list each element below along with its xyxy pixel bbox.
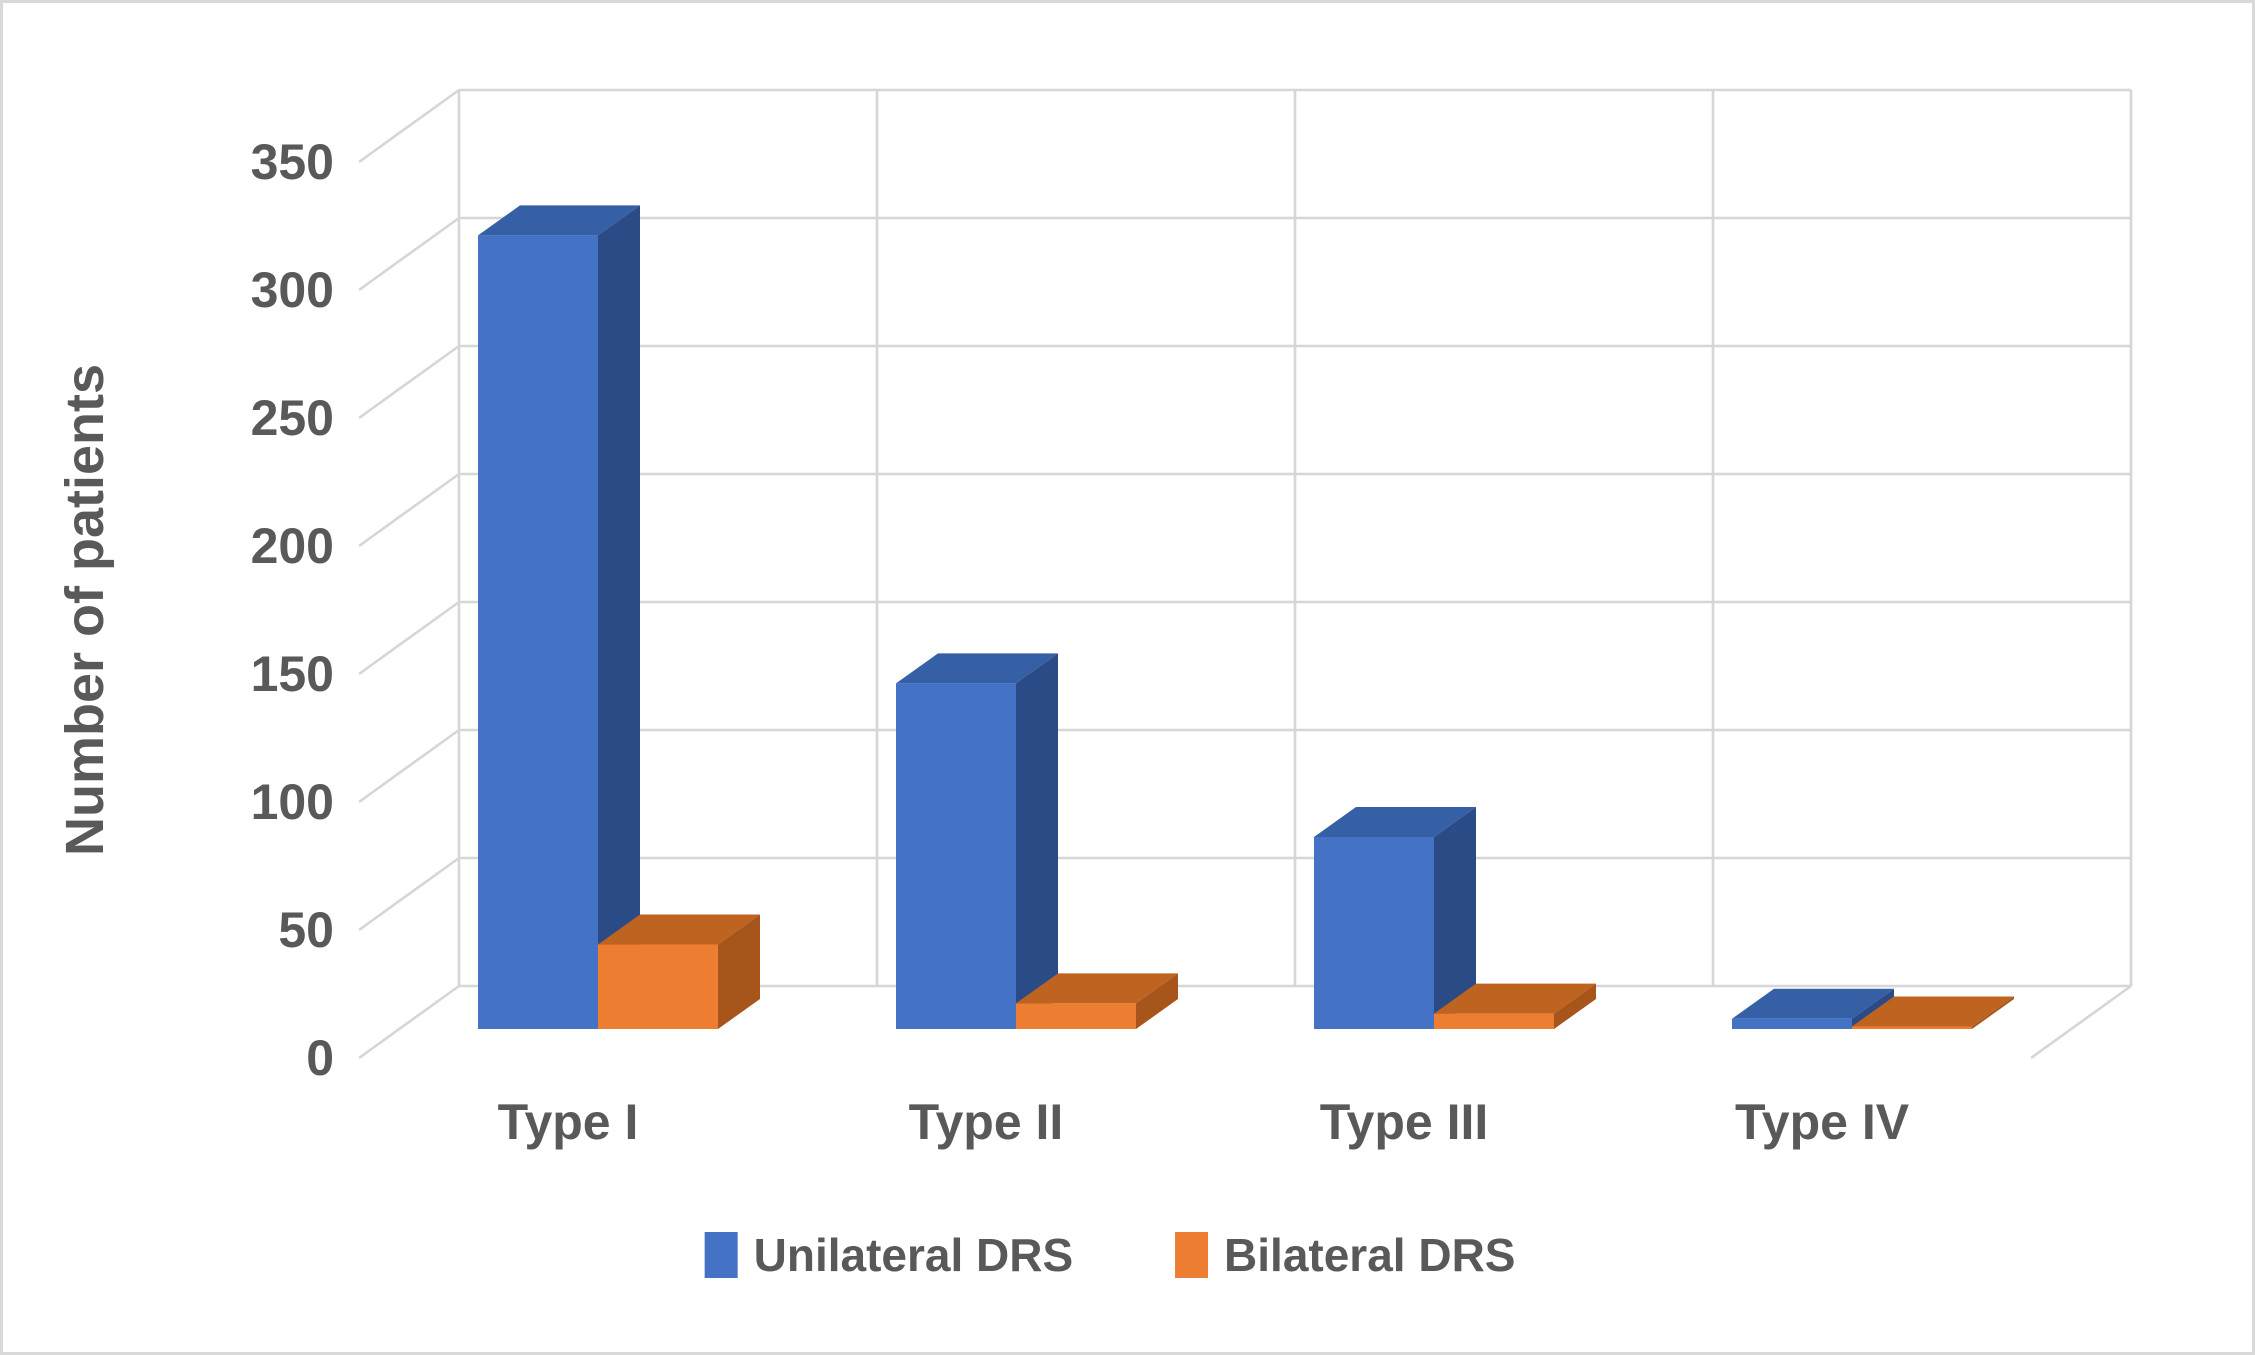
category-label-type-i: Type I <box>498 1094 639 1150</box>
sidewall-gridline <box>358 472 460 548</box>
bar-front-face <box>896 683 1016 1029</box>
y-tick-label: 350 <box>251 134 334 190</box>
bar-side-face <box>1434 807 1476 1029</box>
bar-bilateral-drs-type-iii <box>1434 983 1596 1029</box>
y-tick-label: 0 <box>306 1030 334 1086</box>
bar-side-face <box>1016 653 1058 1029</box>
category-label-type-iii: Type III <box>1320 1094 1489 1150</box>
bar-front-face <box>1434 1013 1554 1029</box>
legend-item-bilateral-drs: Bilateral DRS <box>1175 1229 1515 1281</box>
legend-item-unilateral-drs: Unilateral DRS <box>704 1229 1074 1281</box>
bar-front-face <box>1852 1026 1972 1029</box>
bar-top-face <box>1732 988 1894 1019</box>
x-axis-category-labels: Type I Type II Type III Type IV <box>498 1094 1910 1150</box>
bar-top-face <box>1314 807 1476 837</box>
sidewall-gridline <box>358 856 460 932</box>
bar-top-face <box>1434 983 1596 1014</box>
bar-front-face <box>1314 837 1434 1029</box>
bar-front-face <box>478 235 598 1029</box>
bar-side-face <box>1554 983 1596 1029</box>
sidewall-gridline <box>358 216 460 292</box>
y-tick-label: 50 <box>278 902 334 958</box>
category-label-type-iv: Type IV <box>1735 1094 1910 1150</box>
floor-right-edge <box>2030 984 2132 1060</box>
legend-swatch-unilateral-drs <box>704 1232 738 1278</box>
bar-top-face <box>896 653 1058 684</box>
y-tick-label: 150 <box>251 646 334 702</box>
bar-top-face <box>598 914 760 945</box>
bar-bilateral-drs-type-ii <box>1016 973 1178 1029</box>
legend-label-unilateral-drs: Unilateral DRS <box>754 1229 1074 1281</box>
sidewall-gridline <box>358 344 460 420</box>
bar-top-face <box>1852 996 2014 1027</box>
sidewall-gridline <box>358 984 460 1060</box>
bar-unilateral-drs-type-i <box>478 205 640 1029</box>
legend-label-bilateral-drs: Bilateral DRS <box>1224 1229 1515 1281</box>
y-tick-label: 250 <box>251 390 334 446</box>
bar-unilateral-drs-type-ii <box>896 653 1058 1029</box>
y-tick-label: 200 <box>251 518 334 574</box>
bar-side-face <box>1972 996 2014 1029</box>
bar-top-face <box>1016 973 1178 1004</box>
bars <box>478 205 2014 1029</box>
y-axis-tick-labels: 0 50 100 150 200 250 300 350 <box>251 134 334 1086</box>
y-axis-title: Number of patients <box>55 364 115 856</box>
bar-front-face <box>1016 1003 1136 1029</box>
legend: Unilateral DRS Bilateral DRS <box>704 1229 1515 1281</box>
gridlines <box>358 88 2133 1060</box>
y-tick-label: 300 <box>251 262 334 318</box>
bar-top-face <box>478 205 640 236</box>
bar-bilateral-drs-type-iv <box>1852 996 2014 1029</box>
bar-unilateral-drs-type-iii <box>1314 807 1476 1029</box>
sidewall-gridline <box>358 88 460 164</box>
bar-side-face <box>1136 973 1178 1029</box>
bar-side-face <box>598 205 640 1029</box>
category-label-type-ii: Type II <box>909 1094 1064 1150</box>
sidewall-gridline <box>358 728 460 804</box>
bar-bilateral-drs-type-i <box>598 914 760 1029</box>
bar-front-face <box>598 944 718 1029</box>
legend-swatch-bilateral-drs <box>1175 1232 1209 1278</box>
bar-side-face <box>718 914 760 1029</box>
sidewall-gridline <box>358 600 460 676</box>
bar-front-face <box>1732 1018 1852 1029</box>
y-tick-label: 100 <box>251 774 334 830</box>
